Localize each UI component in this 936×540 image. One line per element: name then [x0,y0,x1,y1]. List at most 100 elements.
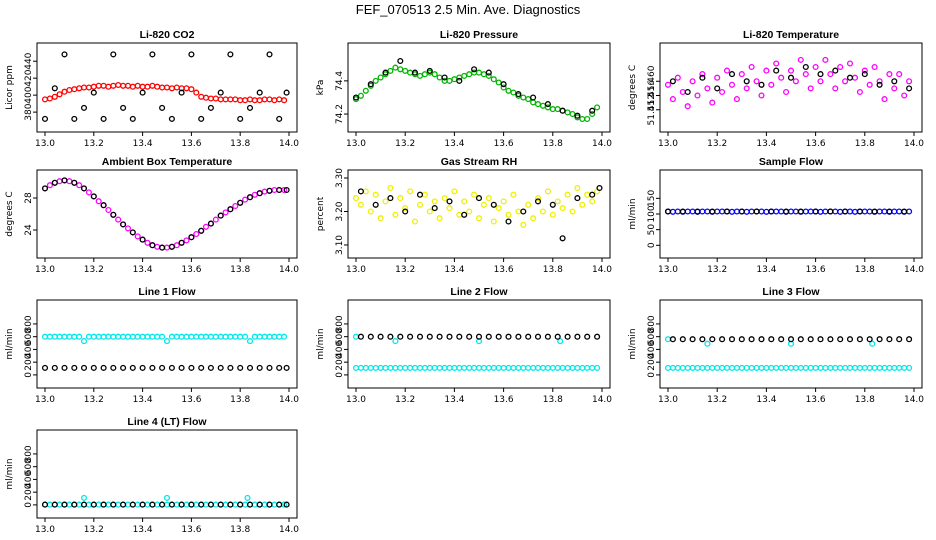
data-point [71,501,78,508]
data-point [530,94,537,101]
x-tick-label: 13.6 [806,395,826,405]
data-point [261,96,268,103]
data-point [276,186,283,194]
data-point [906,336,913,343]
chart-panel-rh: Gas Stream RH 13.0 13.2 13.4 13.6 13.8 14.0 3.1… [316,156,612,275]
data-point [792,78,799,85]
data-point [559,107,566,114]
data-point [817,336,824,343]
data-point [90,89,97,96]
data-point [596,184,603,192]
data-point [244,494,251,501]
data-point [797,364,804,371]
plot-frame [36,429,298,519]
data-point [85,501,92,508]
data-point [416,364,424,371]
data-point [709,336,716,343]
y-tick-label: 440 [24,52,34,69]
x-tick-label: 13.2 [707,265,727,275]
data-point [402,67,409,74]
data-point [846,336,854,343]
data-point [66,86,73,94]
data-point [283,186,290,194]
data-point [212,95,219,102]
data-point [100,501,107,508]
x-tick-label: 14.0 [279,139,299,149]
data-point [227,364,234,371]
data-point [71,86,78,93]
data-point [95,198,102,205]
data-point [787,336,795,343]
data-point [505,87,512,94]
data-point [763,67,770,74]
data-point [896,71,903,78]
data-point [768,208,775,215]
data-point [120,104,127,111]
y-tick-label: 100 [647,205,657,222]
data-point [719,336,726,343]
data-point [149,51,156,58]
data-point [446,77,453,84]
data-point [500,84,507,91]
data-point [758,81,765,88]
data-point [896,336,903,343]
data-point [544,364,551,371]
data-point [783,208,790,215]
x-tick-label: 13.8 [855,265,875,275]
x-tick-label: 13.2 [395,265,415,275]
data-point [436,215,443,222]
data-point [178,501,185,508]
data-point [46,182,53,189]
data-point [139,501,146,508]
x-tick-label: 13.0 [658,395,678,405]
data-point [56,501,63,508]
data-point [456,77,463,84]
data-point [207,104,214,111]
data-point [827,208,834,215]
series-1 [669,336,913,343]
data-point [832,208,839,215]
data-point [352,364,360,371]
data-point [579,201,586,208]
data-point [357,364,364,371]
chart-title: Line 4 (LT) Flow [127,416,207,428]
data-point [115,81,122,89]
data-point [714,74,721,81]
data-point [466,364,473,371]
data-point [256,501,263,508]
data-point [105,501,112,508]
data-point [222,96,229,103]
data-point [411,364,419,371]
data-point [178,364,185,371]
data-point [41,96,49,103]
y-tick-label: 600 [24,328,34,345]
data-point [723,364,731,371]
data-point [51,501,58,508]
data-point [431,198,438,205]
data-point [426,333,433,340]
data-point [817,78,824,85]
data-point [110,82,117,89]
data-point [76,182,83,189]
data-point [426,67,433,74]
x-tick-label: 13.0 [346,139,366,149]
data-point [261,333,268,340]
data-point [768,364,775,371]
data-point [193,501,200,508]
data-point [594,333,601,340]
data-point [266,333,273,340]
data-point [446,333,453,340]
data-point [530,99,537,106]
data-point [480,71,487,78]
data-point [738,364,745,371]
data-point [861,67,868,74]
data-point [124,225,132,232]
data-point [525,201,532,208]
data-point [719,88,726,96]
data-point [699,74,706,81]
data-point [237,97,244,104]
data-point [475,195,483,202]
data-point [139,83,146,90]
y-axis-label: ml/min [628,328,638,359]
data-point [520,208,527,215]
